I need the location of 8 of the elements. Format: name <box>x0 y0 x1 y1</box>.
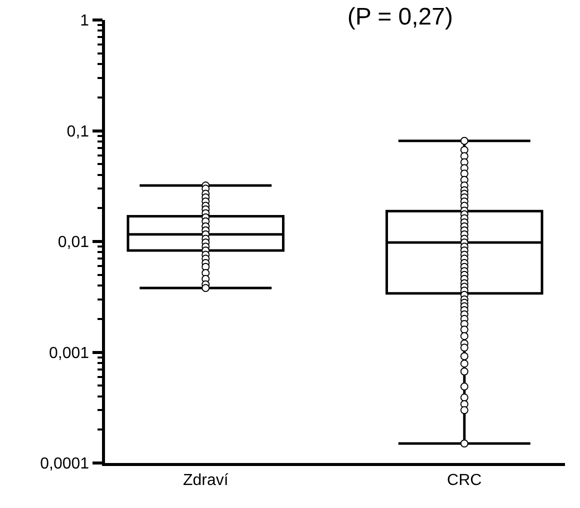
y-tick-label: 1 <box>80 12 90 30</box>
x-tick-label: CRC <box>447 472 482 489</box>
x-tick-label: Zdraví <box>182 472 229 489</box>
chart-title: (P = 0,27) <box>347 3 454 30</box>
y-tick-label: 0,1 <box>66 123 90 140</box>
y-tick-label: 0,0001 <box>40 456 90 473</box>
y-tick-label: 0,01 <box>58 234 90 252</box>
y-tick-label: 0,001 <box>49 344 90 362</box>
